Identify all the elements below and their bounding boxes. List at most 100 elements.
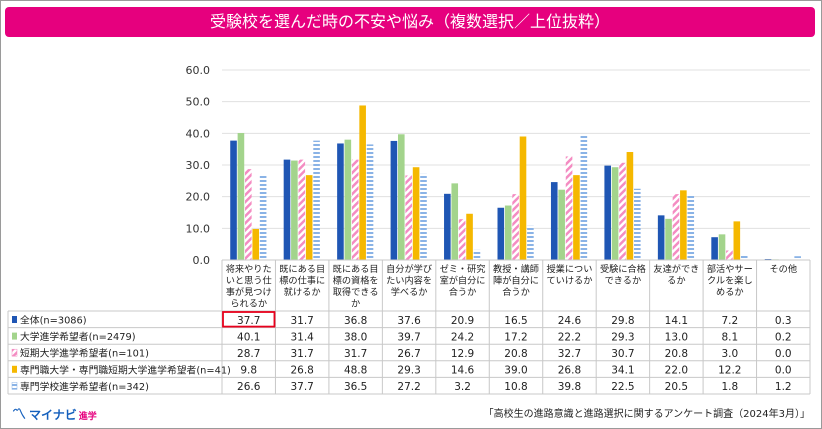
data-label: 14.1 bbox=[665, 315, 688, 327]
data-label: 34.1 bbox=[611, 365, 634, 377]
bar bbox=[626, 152, 634, 260]
bar bbox=[252, 228, 260, 260]
y-tick-label: 20.0 bbox=[186, 191, 211, 204]
bar bbox=[680, 190, 687, 260]
data-label: 31.7 bbox=[290, 315, 313, 327]
data-label: 12.9 bbox=[451, 348, 474, 360]
bar bbox=[740, 254, 748, 260]
brand-name: マイナビ bbox=[29, 408, 77, 422]
bar bbox=[420, 173, 427, 260]
bar bbox=[794, 256, 801, 260]
data-label: 0.0 bbox=[775, 348, 792, 360]
data-label: 37.7 bbox=[237, 315, 260, 327]
data-label: 24.6 bbox=[558, 315, 582, 327]
data-label: 0.3 bbox=[775, 315, 792, 327]
bar bbox=[512, 194, 519, 260]
data-label: 20.8 bbox=[504, 348, 527, 360]
source-note: 「高校生の進路意識と進路選択に関するアンケート調査（2024年3月）」 bbox=[483, 409, 810, 420]
bar bbox=[451, 183, 459, 260]
data-label: 1.8 bbox=[721, 381, 738, 393]
bar bbox=[634, 188, 641, 260]
bar bbox=[397, 134, 405, 260]
data-label: 26.8 bbox=[558, 365, 581, 377]
data-label: 39.0 bbox=[504, 365, 527, 377]
data-label: 17.2 bbox=[504, 331, 527, 343]
bar bbox=[313, 140, 320, 260]
bar bbox=[245, 169, 252, 260]
legend-key bbox=[11, 348, 18, 357]
data-label: 9.8 bbox=[240, 365, 257, 377]
legend-key bbox=[11, 382, 18, 390]
bar bbox=[687, 195, 695, 260]
data-label: 20.9 bbox=[451, 315, 474, 327]
bar bbox=[390, 140, 398, 260]
data-label: 36.5 bbox=[344, 381, 367, 393]
highlight-box bbox=[222, 311, 276, 328]
x-tick-label: 将来やりたいと思う仕事が見つけられるか bbox=[226, 264, 272, 310]
y-tick-label: 30.0 bbox=[186, 159, 211, 172]
bar bbox=[366, 144, 374, 260]
x-tick-label: 既にある目標の資格を取得できるか bbox=[333, 264, 379, 310]
bar bbox=[305, 175, 313, 260]
bar bbox=[580, 133, 588, 260]
bar bbox=[237, 133, 245, 260]
data-label: 26.8 bbox=[290, 365, 313, 377]
brand-logo: 〽 マイナビ 進学 bbox=[12, 404, 97, 424]
bar bbox=[657, 215, 665, 260]
data-label: 0.2 bbox=[775, 331, 792, 343]
data-label: 10.8 bbox=[504, 381, 527, 393]
data-label: 1.2 bbox=[775, 381, 792, 393]
bar bbox=[458, 219, 466, 260]
bar bbox=[718, 234, 726, 260]
data-label: 29.8 bbox=[611, 315, 634, 327]
data-label: 7.2 bbox=[721, 315, 738, 327]
bar bbox=[412, 167, 420, 260]
y-tick-label: 40.0 bbox=[186, 127, 211, 140]
legend-label: 全体(n=3086) bbox=[20, 314, 87, 327]
bar bbox=[359, 105, 366, 260]
x-tick-label: 既にある目標の仕事に就けるか bbox=[279, 264, 325, 298]
bar bbox=[473, 249, 481, 260]
data-label: 32.7 bbox=[558, 348, 581, 360]
data-label: 20.8 bbox=[665, 348, 688, 360]
data-label: 3.2 bbox=[454, 381, 471, 393]
legend-label: 専門職大学・専門職短期大学進学希望者(n=41) bbox=[20, 363, 231, 376]
data-label: 39.7 bbox=[397, 331, 420, 343]
data-label: 3.0 bbox=[721, 348, 738, 360]
bar bbox=[611, 167, 619, 260]
bar bbox=[283, 159, 291, 260]
bar bbox=[604, 165, 612, 260]
bar bbox=[550, 182, 558, 260]
y-tick-label: 50.0 bbox=[186, 96, 211, 109]
data-label: 29.3 bbox=[611, 331, 634, 343]
data-label: 0.0 bbox=[775, 365, 792, 377]
data-label: 37.7 bbox=[290, 381, 313, 393]
x-tick-label: 授業についていけるか bbox=[546, 263, 592, 287]
bar bbox=[405, 175, 412, 260]
bar bbox=[619, 162, 626, 260]
y-tick-label: 10.0 bbox=[186, 222, 211, 235]
x-tick-label: 自分が学びたい内容を学べるか bbox=[386, 263, 432, 298]
bar bbox=[726, 250, 733, 260]
mynavi-logo-icon: 〽 bbox=[12, 407, 26, 423]
data-label: 27.2 bbox=[397, 381, 420, 393]
bar bbox=[444, 193, 451, 260]
bar bbox=[519, 136, 527, 260]
chart-title: 受験校を選んだ時の不安や悩み（複数選択／上位抜粋） bbox=[5, 7, 815, 37]
data-label: 37.6 bbox=[397, 315, 421, 327]
data-label: 39.8 bbox=[558, 381, 581, 393]
x-tick-label: 部活やサークルを楽しめるか bbox=[707, 263, 753, 298]
bar bbox=[573, 175, 580, 260]
bar bbox=[558, 189, 565, 260]
data-label: 22.5 bbox=[611, 381, 634, 393]
bar bbox=[298, 159, 306, 260]
x-tick-label: 教授・講師陣が自分に合うか bbox=[493, 263, 539, 298]
data-label: 26.6 bbox=[237, 381, 261, 393]
bar bbox=[711, 237, 718, 260]
bar bbox=[337, 143, 344, 260]
data-label: 14.6 bbox=[451, 365, 475, 377]
data-label: 13.0 bbox=[665, 331, 688, 343]
x-tick-label: その他 bbox=[769, 263, 797, 275]
bar bbox=[733, 221, 741, 260]
